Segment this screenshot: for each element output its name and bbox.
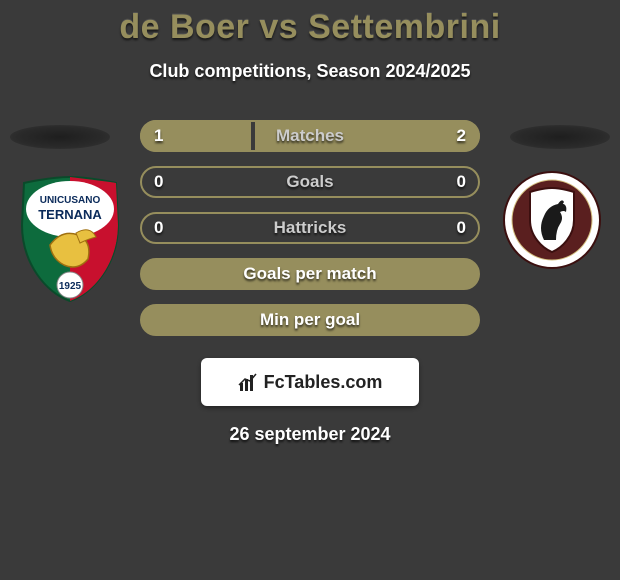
stats-bars: Matches 1 2 Goals 0 0 Hattricks 0 0 Goals per mat… [140,120,480,350]
svg-text:UNICUSANO: UNICUSANO [40,195,101,206]
svg-text:1925: 1925 [59,281,82,292]
subtitle: Club competitions, Season 2024/2025 [0,61,620,82]
player-photo-shadow-left [10,125,110,149]
stat-value-left: 0 [154,172,163,192]
stat-label: Goals [286,172,333,192]
stat-bar: Hattricks 0 0 [140,212,480,244]
stat-bar: Matches 1 2 [140,120,480,152]
stat-value-left: 1 [154,126,163,146]
stat-bar: Goals per match [140,258,480,290]
svg-text:TERNANA: TERNANA [38,207,102,222]
club-logo-left: UNICUSANO TERNANA 1925 [18,175,122,303]
club-logo-right [502,170,602,270]
stat-label: Min per goal [260,310,360,330]
stat-value-left: 0 [154,218,163,238]
stat-label: Goals per match [243,264,376,284]
stat-bar: Goals 0 0 [140,166,480,198]
stat-value-right: 0 [457,172,466,192]
brand-badge[interactable]: FcTables.com [201,358,419,406]
date-text: 26 september 2024 [0,424,620,445]
brand-text: FcTables.com [264,372,383,393]
stat-label: Matches [276,126,344,146]
page-title: de Boer vs Settembrini [0,0,620,47]
player-photo-shadow-right [510,125,610,149]
stat-value-right: 2 [457,126,466,146]
stat-label: Hattricks [274,218,347,238]
stat-bar: Min per goal [140,304,480,336]
bar-chart-icon [238,371,260,393]
page-root: de Boer vs Settembrini Club competitions… [0,0,620,580]
stat-value-right: 0 [457,218,466,238]
